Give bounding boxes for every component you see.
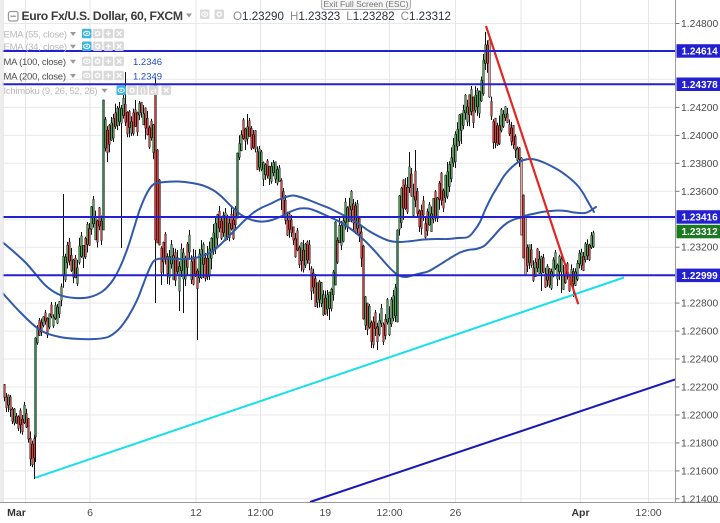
svg-text:6: 6 <box>87 507 93 519</box>
svg-text:1.23416: 1.23416 <box>682 213 719 224</box>
svg-text:1.24614: 1.24614 <box>682 47 719 58</box>
svg-text:⇄: ⇄ <box>150 86 157 95</box>
svg-text:EMA (34, close): EMA (34, close) <box>4 42 67 53</box>
svg-text:1.22600: 1.22600 <box>681 327 718 338</box>
svg-text:1.22400: 1.22400 <box>681 355 718 366</box>
svg-text:1.2346: 1.2346 <box>133 57 162 68</box>
svg-text:1.23312: 1.23312 <box>682 227 719 238</box>
svg-text:Euro Fx/U.S. Dollar, 60, FXCM: Euro Fx/U.S. Dollar, 60, FXCM <box>22 9 183 23</box>
svg-text:Ichimoku (9, 26, 52, 26): Ichimoku (9, 26, 52, 26) <box>4 86 98 97</box>
svg-text:1.22200: 1.22200 <box>681 383 718 394</box>
svg-text:12:00: 12:00 <box>376 507 402 519</box>
svg-text:19: 19 <box>319 507 331 519</box>
svg-text:12:00: 12:00 <box>635 507 661 519</box>
svg-text:1.23200: 1.23200 <box>681 243 718 254</box>
svg-text:1.24378: 1.24378 <box>682 80 719 91</box>
svg-text:{}: {} <box>140 86 146 95</box>
svg-text:1.21600: 1.21600 <box>681 466 718 477</box>
svg-text:1.22000: 1.22000 <box>681 411 718 422</box>
svg-text:1.24000: 1.24000 <box>681 131 718 142</box>
svg-text:1.24800: 1.24800 <box>681 19 718 30</box>
svg-text:1.24200: 1.24200 <box>681 103 718 114</box>
svg-text:1.21800: 1.21800 <box>681 438 718 449</box>
svg-text:MA (100, close): MA (100, close) <box>4 57 66 68</box>
svg-text:MA (200, close): MA (200, close) <box>4 71 66 82</box>
svg-text:1.23600: 1.23600 <box>681 187 718 198</box>
svg-text:12:00: 12:00 <box>247 507 273 519</box>
svg-text:1.22999: 1.22999 <box>682 271 719 282</box>
svg-text:Exit Full Screen (ESC): Exit Full Screen (ESC) <box>323 0 408 9</box>
svg-text:1.22800: 1.22800 <box>681 299 718 310</box>
svg-text:Apr: Apr <box>571 507 589 519</box>
svg-text:EMA (55, close): EMA (55, close) <box>4 29 67 40</box>
svg-text:12: 12 <box>190 507 202 519</box>
svg-text:26: 26 <box>450 507 462 519</box>
svg-text:1.23800: 1.23800 <box>681 159 718 170</box>
svg-text:Mar: Mar <box>7 507 26 519</box>
svg-text:1.21400: 1.21400 <box>681 494 718 505</box>
svg-text:1.2349: 1.2349 <box>133 71 162 82</box>
